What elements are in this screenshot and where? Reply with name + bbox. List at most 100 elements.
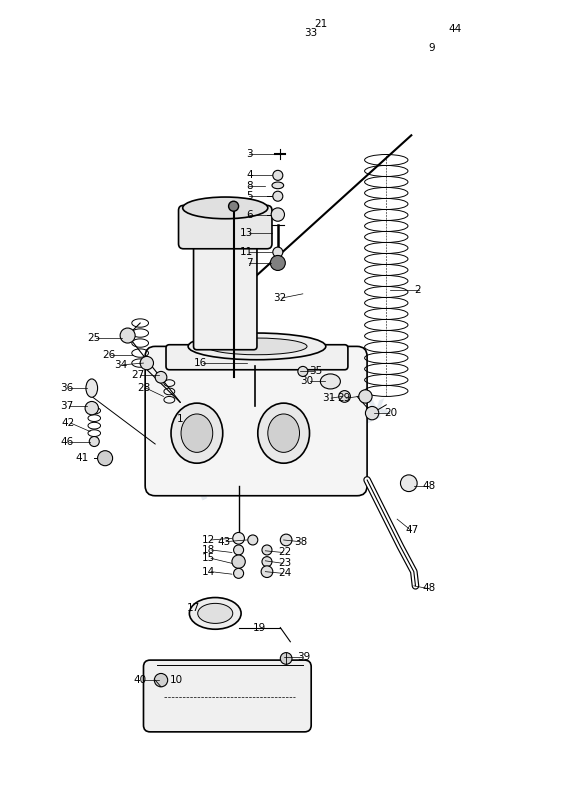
Text: 31: 31 [322,393,335,403]
Text: 46: 46 [60,437,74,446]
Circle shape [280,534,292,546]
Text: 17: 17 [187,603,200,614]
FancyBboxPatch shape [432,39,484,64]
Text: 27: 27 [131,370,144,380]
Text: 1: 1 [177,414,183,424]
Circle shape [270,255,286,270]
Text: 33: 33 [304,28,317,38]
Text: 4: 4 [246,170,253,180]
FancyBboxPatch shape [145,346,367,496]
Text: 35: 35 [309,366,322,377]
FancyBboxPatch shape [144,660,311,732]
Circle shape [261,566,273,578]
Text: 5: 5 [246,191,253,202]
Circle shape [262,545,272,555]
Ellipse shape [321,374,340,389]
Text: 16: 16 [194,358,207,368]
Ellipse shape [268,414,300,452]
Text: 26: 26 [102,350,115,360]
Text: 37: 37 [60,402,74,411]
Ellipse shape [188,333,326,360]
Text: 19: 19 [253,622,266,633]
Text: 44: 44 [449,24,462,34]
Circle shape [455,0,468,2]
Circle shape [273,170,283,180]
Text: 24: 24 [278,568,291,578]
Text: 45: 45 [456,0,469,1]
Text: 43: 43 [217,537,230,546]
Text: 32: 32 [273,293,286,303]
Text: 22: 22 [278,547,291,558]
Circle shape [354,63,364,74]
Text: 42: 42 [62,418,75,428]
Circle shape [345,19,356,30]
Text: 14: 14 [202,566,215,577]
Ellipse shape [207,338,307,354]
FancyBboxPatch shape [179,206,272,249]
Circle shape [154,674,168,687]
Text: 28: 28 [137,383,150,393]
Circle shape [140,357,154,370]
Circle shape [401,475,417,491]
Text: 8: 8 [246,181,253,191]
Text: 11: 11 [239,247,253,257]
Ellipse shape [272,182,284,189]
Circle shape [120,328,135,343]
Ellipse shape [198,603,233,623]
Circle shape [234,545,244,555]
Text: 18: 18 [202,545,215,555]
Text: 12: 12 [202,535,215,545]
Text: 36: 36 [60,383,74,393]
Circle shape [271,208,284,222]
Text: 23: 23 [278,558,291,568]
Text: 48: 48 [422,481,436,490]
Text: 2: 2 [414,285,420,294]
Circle shape [234,568,244,578]
Text: 41: 41 [75,453,88,463]
Ellipse shape [86,379,98,398]
Text: 15: 15 [202,554,215,563]
Circle shape [232,555,245,568]
Text: 20: 20 [384,408,397,418]
Circle shape [233,533,245,544]
Text: 3: 3 [246,150,253,159]
Text: 7: 7 [246,258,253,268]
Text: 25: 25 [87,333,100,343]
Circle shape [248,535,258,545]
Ellipse shape [354,47,456,90]
Circle shape [366,406,379,420]
Text: 40: 40 [134,675,147,685]
Text: 47: 47 [405,525,419,535]
Circle shape [280,653,292,664]
Text: 48: 48 [422,583,436,594]
Circle shape [339,390,350,402]
Circle shape [273,247,283,257]
Text: 39: 39 [297,652,310,662]
Text: 29: 29 [337,393,350,403]
Ellipse shape [183,197,268,218]
Circle shape [98,450,113,466]
Text: 38: 38 [294,537,308,546]
Circle shape [262,557,272,566]
Circle shape [359,390,372,403]
Circle shape [89,437,99,446]
Text: 13: 13 [239,228,253,238]
Circle shape [155,371,167,383]
Circle shape [228,202,239,211]
Circle shape [273,191,283,202]
Circle shape [85,402,99,415]
FancyBboxPatch shape [166,345,348,370]
Text: Partsrepublik: Partsrepublik [190,390,394,506]
FancyBboxPatch shape [193,234,257,350]
Text: 10: 10 [169,675,182,685]
Text: 9: 9 [428,42,434,53]
Text: 34: 34 [114,360,128,370]
Circle shape [298,366,308,377]
Text: 30: 30 [301,377,314,386]
Ellipse shape [171,403,223,463]
Text: 21: 21 [315,19,328,30]
Ellipse shape [189,598,241,630]
Ellipse shape [258,403,310,463]
Ellipse shape [181,414,213,452]
Text: 6: 6 [246,210,253,219]
